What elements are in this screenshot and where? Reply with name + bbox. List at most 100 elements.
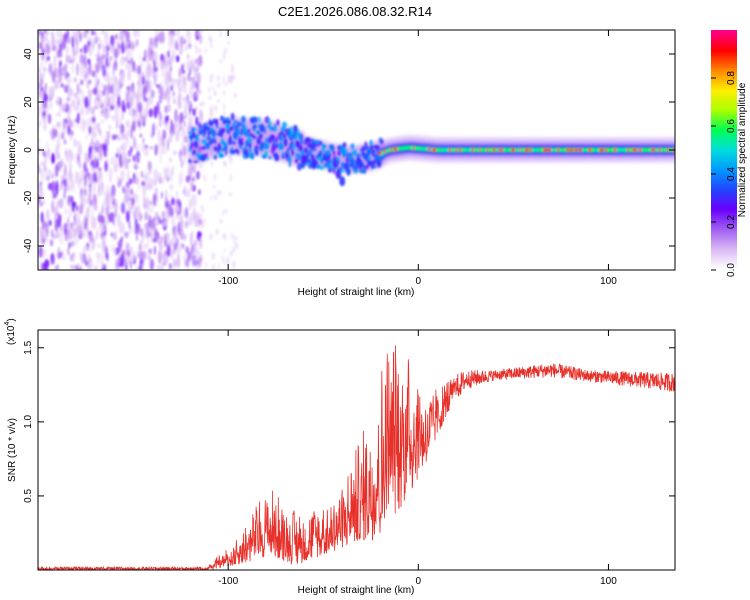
noise-cell [192,164,196,174]
noise-cell [51,180,56,194]
colorbar-step [711,104,737,107]
noise-cell [169,157,173,163]
noise-cell [209,104,213,112]
noise-cell [188,199,193,211]
noise-cell [54,147,58,155]
noise-cell [71,224,74,233]
colorbar-step [711,254,737,257]
noise-cell [142,262,145,270]
noise-cell [127,250,131,257]
noise-cell [189,59,192,68]
noise-cell [127,149,132,157]
colorbar-label: Normalized spectral amplitude [737,82,748,217]
noise-cell [48,219,52,227]
noise-cell [38,182,41,194]
noise-cell [95,63,99,75]
noise-cell [153,179,158,186]
noise-cell [225,32,229,36]
noise-cell [115,152,119,159]
noise-cell [72,251,76,258]
noise-cell [181,243,185,249]
noise-cell [179,149,182,157]
signal-cell [204,153,208,159]
colorbar-step [711,102,737,105]
noise-cell [71,202,75,213]
colorbar-step [711,64,737,67]
noise-cell [126,85,131,91]
colorbar-step [711,264,737,267]
colorbar-step [711,116,737,119]
noise-cell [208,87,211,93]
noise-cell [184,100,187,112]
noise-cell [83,178,86,192]
noise-cell [196,30,200,37]
noise-cell [39,167,43,177]
noise-cell [235,243,239,249]
colorbar-step [711,76,737,79]
noise-cell [124,30,128,37]
noise-cell [125,95,129,103]
noise-cell [218,121,221,125]
noise-cell [72,152,75,161]
noise-cell [52,192,57,199]
noise-cell [186,54,190,60]
signal-cell [264,150,268,158]
noise-cell [38,195,41,203]
noise-cell [51,35,55,49]
signal-cell [234,119,237,124]
noise-cell [164,115,167,123]
colorbar-step [711,216,737,219]
colorbar-step [711,70,737,73]
noise-cell [153,170,158,179]
noise-cell [227,74,231,84]
signal-cell [280,134,284,142]
noise-cell [160,81,163,88]
colorbar-step [711,164,737,167]
noise-cell [211,252,215,261]
noise-cell [78,161,82,169]
noise-cell [142,92,145,104]
noise-cell [66,54,68,63]
noise-cell [60,180,63,190]
noise-cell [167,203,173,217]
noise-cell [172,49,176,62]
colorbar-step [711,36,737,39]
noise-cell [67,35,72,45]
noise-cell [220,190,223,195]
noise-cell [172,90,175,97]
noise-cell [100,258,104,269]
noise-cell [105,71,109,83]
noise-cell [171,215,176,227]
noise-cell [79,63,84,78]
noise-cell [200,220,205,229]
noise-cell [108,195,113,205]
noise-cell [87,257,93,270]
noise-cell [179,241,182,254]
noise-cell [125,140,130,149]
signal-cell [263,126,266,131]
noise-cell [171,78,177,87]
noise-cell [124,231,129,238]
colorbar-step [711,224,737,227]
noise-cell [80,109,85,117]
signal-cell [236,127,240,135]
signal-cell [283,134,287,139]
noise-cell [137,30,140,38]
noise-cell [40,201,44,207]
signal-cell [255,145,259,149]
noise-cell [92,37,95,52]
noise-cell [195,59,199,65]
signal-cell [221,127,226,133]
colorbar-step [711,134,737,137]
noise-cell [120,201,126,214]
noise-cell [79,220,83,227]
noise-cell [138,96,142,103]
colorbar-step [711,92,737,95]
noise-cell [144,97,149,103]
noise-cell [112,63,115,77]
colorbar-step [711,32,737,35]
noise-cell [90,165,94,172]
noise-cell [210,162,214,167]
noise-cell [97,214,103,223]
noise-cell [48,100,53,110]
